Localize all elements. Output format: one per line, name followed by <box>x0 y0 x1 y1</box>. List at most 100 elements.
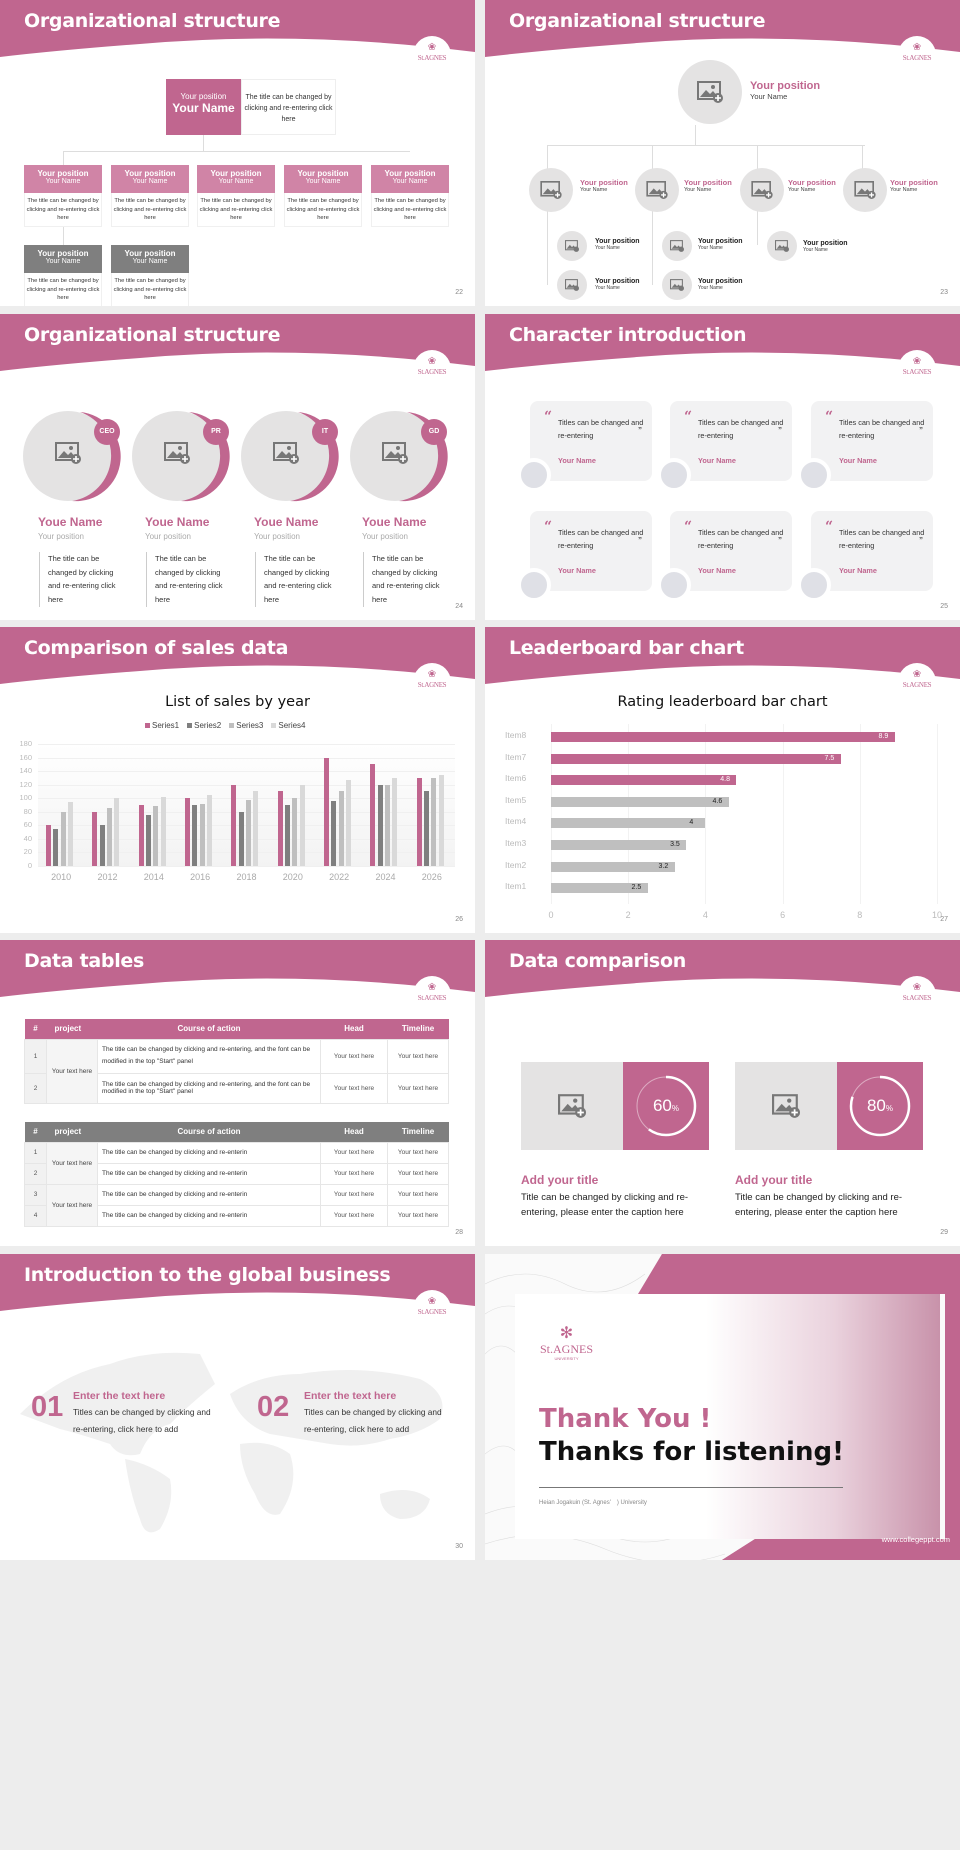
add-image-icon <box>772 1094 800 1118</box>
bar <box>551 753 841 764</box>
image-placeholder[interactable] <box>557 270 587 300</box>
org-card[interactable]: Your position Your Name The title can be c… <box>111 245 189 306</box>
flower-icon: ❀ <box>427 356 437 367</box>
page-number: 29 <box>940 1229 948 1236</box>
sales-bar-chart: 180 160 140 120 100 80 60 40 20 0 2010 2012 2014 2016… <box>0 627 475 933</box>
image-placeholder[interactable] <box>740 168 784 212</box>
slide-31-closing[interactable]: ✻ St.AGNES UNIVERSITY Thank You ! Thanks… <box>485 1254 960 1560</box>
bar <box>138 805 144 866</box>
flower-icon: ❀ <box>912 356 922 367</box>
flower-icon: ❀ <box>427 1296 437 1307</box>
bar <box>431 777 437 866</box>
slide-24[interactable]: Organizational structure ❀ St.AGNES CEO Y… <box>0 314 475 620</box>
bar <box>199 803 205 866</box>
avatar <box>517 568 551 602</box>
slide-header: Character introduction <box>485 314 960 374</box>
bar <box>384 784 390 866</box>
quote-card[interactable]: “Titles can be changed and re-entering” Y… <box>811 511 933 591</box>
org-card[interactable]: Your position Your Name The title can be c… <box>24 245 102 306</box>
bar <box>331 800 337 866</box>
bar <box>99 825 105 866</box>
slide-23[interactable]: Organizational structure ❀ St.AGNES Your … <box>485 0 960 306</box>
bar <box>345 779 351 866</box>
add-image-icon <box>565 279 579 291</box>
org-card[interactable]: Your position Your Name The title can be c… <box>197 165 275 227</box>
open-quote-icon: “ <box>684 409 693 425</box>
role-badge: CEO <box>94 419 120 445</box>
quote-card[interactable]: “Titles can be changed and re-entering” Y… <box>530 511 652 591</box>
add-image-icon <box>558 1094 586 1118</box>
slide-25[interactable]: Character introduction ❀ St.AGNES “Titles… <box>485 314 960 620</box>
org-card[interactable]: Your position Your Name The title can be c… <box>24 165 102 227</box>
add-image-icon <box>55 442 81 464</box>
image-placeholder[interactable] <box>735 1062 837 1150</box>
open-quote-icon: “ <box>825 409 834 425</box>
quote-card[interactable]: “Titles can be changed and re-entering” Y… <box>530 401 652 481</box>
bar <box>324 757 329 866</box>
avatar <box>657 568 691 602</box>
image-placeholder[interactable] <box>767 231 797 261</box>
slide-title: Comparison of sales data <box>24 637 289 659</box>
progress-ring-60: 60% <box>623 1062 709 1150</box>
image-placeholder[interactable] <box>557 231 587 261</box>
page-number: 28 <box>455 1229 463 1236</box>
website-link[interactable]: www.collegeppt.com <box>881 1535 950 1544</box>
slide-header: Organizational structure <box>485 0 960 60</box>
org-card[interactable]: Your position Your Name The title can be c… <box>371 165 449 227</box>
org-top-node[interactable]: Your position Your Name The title can be … <box>166 79 336 135</box>
slide-header: Leaderboard bar chart <box>485 627 960 687</box>
open-quote-icon: “ <box>684 519 693 535</box>
slide-27[interactable]: Leaderboard bar chart ❀ St.AGNES Rating l… <box>485 627 960 933</box>
page-number: 26 <box>455 916 463 923</box>
flower-icon: ✻ <box>559 1325 574 1342</box>
bar <box>370 764 376 866</box>
slide-title: Leaderboard bar chart <box>509 637 744 659</box>
table-row: 4 The title can be changed by clicking an… <box>24 1204 449 1227</box>
image-placeholder[interactable] <box>678 60 742 124</box>
org-card[interactable]: Your position Your Name The title can be c… <box>111 165 189 227</box>
bar <box>253 791 259 866</box>
university-logo: ❀ St.AGNES <box>413 36 451 74</box>
page-number: 25 <box>940 603 948 610</box>
slide-30[interactable]: Introduction to the global business ❀ St.… <box>0 1254 475 1560</box>
add-image-icon <box>540 181 562 199</box>
close-quote-icon: ” <box>919 426 923 435</box>
slide-22[interactable]: Organizational structure ❀ St.AGNES Your … <box>0 0 475 306</box>
role-badge: GD <box>421 419 447 445</box>
quote-card[interactable]: “Titles can be changed and re-entering” Y… <box>811 401 933 481</box>
slide-28[interactable]: Data tables ❀ St.AGNES # project Course of … <box>0 940 475 1246</box>
org-card[interactable]: Your position Your Name The title can be c… <box>284 165 362 227</box>
bar <box>551 883 648 894</box>
slide-title: Organizational structure <box>24 324 281 346</box>
image-placeholder[interactable] <box>662 231 692 261</box>
close-quote-icon: ” <box>778 536 782 545</box>
slide-header: Organizational structure <box>0 0 475 60</box>
slide-29[interactable]: Data comparison ❀ St.AGNES 60% 80% Add yo… <box>485 940 960 1246</box>
close-quote-icon: ” <box>919 536 923 545</box>
page-number: 23 <box>940 289 948 296</box>
bar <box>392 777 398 866</box>
bar <box>423 791 429 866</box>
image-placeholder[interactable] <box>529 168 573 212</box>
avatar <box>517 458 551 492</box>
slide-title: Introduction to the global business <box>24 1264 391 1286</box>
add-image-icon <box>854 181 876 199</box>
slide-26[interactable]: Comparison of sales data ❀ St.AGNES List … <box>0 627 475 933</box>
slide-header: Introduction to the global business <box>0 1254 475 1314</box>
bar <box>551 732 895 742</box>
university-logo: ❀ St.AGNES <box>898 350 936 388</box>
flower-icon: ❀ <box>427 42 437 53</box>
image-placeholder[interactable] <box>635 168 679 212</box>
table-row: 3 Your text here The title can be changed … <box>24 1183 449 1227</box>
quote-card[interactable]: “Titles can be changed and re-entering” Y… <box>670 401 792 481</box>
add-image-icon <box>565 240 579 252</box>
bar <box>114 798 120 866</box>
image-placeholder[interactable] <box>521 1062 623 1150</box>
thank-you-heading: Thank You ! <box>539 1404 712 1434</box>
slide-title: Organizational structure <box>24 10 281 32</box>
image-placeholder[interactable] <box>843 168 887 212</box>
image-placeholder[interactable] <box>662 270 692 300</box>
university-name: Heian Jogakuin (St. Agnes' ) University <box>539 1500 647 1506</box>
add-image-icon <box>697 81 723 103</box>
quote-card[interactable]: “Titles can be changed and re-entering” Y… <box>670 511 792 591</box>
